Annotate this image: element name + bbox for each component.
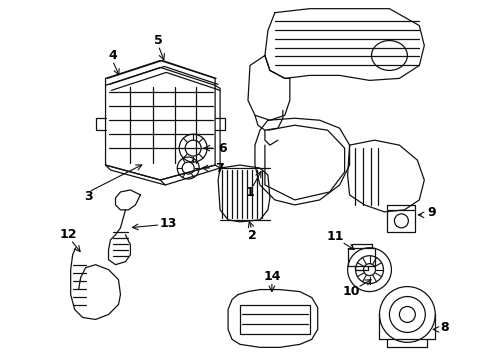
Text: 14: 14 — [263, 270, 281, 283]
Text: 10: 10 — [343, 285, 360, 298]
Text: 9: 9 — [427, 206, 436, 219]
Text: 11: 11 — [327, 230, 344, 243]
Text: 7: 7 — [215, 162, 223, 175]
Bar — [347, 248, 375, 266]
Text: 6: 6 — [218, 141, 226, 155]
Text: 13: 13 — [160, 217, 177, 230]
Text: 12: 12 — [60, 228, 77, 241]
Text: 4: 4 — [108, 49, 117, 62]
Text: 2: 2 — [247, 229, 256, 242]
Text: 5: 5 — [154, 34, 163, 47]
Bar — [388, 210, 416, 232]
Text: 8: 8 — [440, 321, 448, 334]
Text: 3: 3 — [84, 190, 93, 203]
Text: 1: 1 — [245, 186, 254, 199]
